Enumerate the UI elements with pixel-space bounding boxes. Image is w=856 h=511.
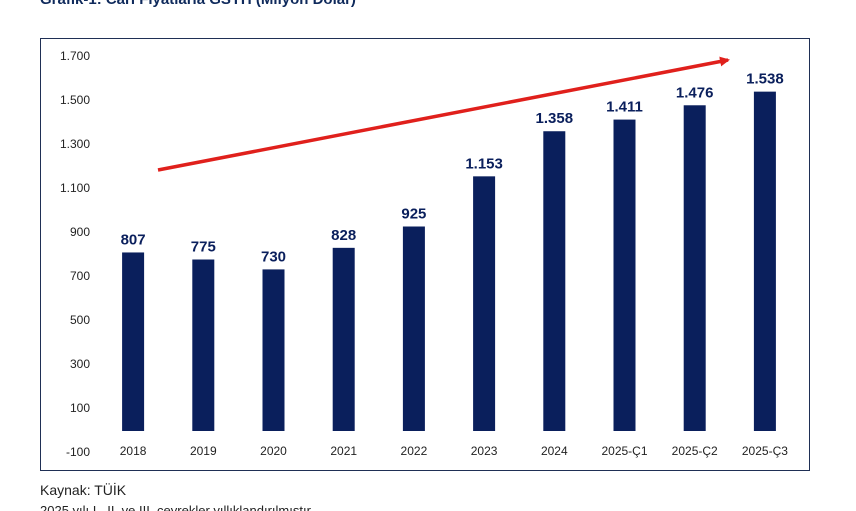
source-note: Kaynak: TÜİK	[40, 482, 127, 498]
y-tick-label: 500	[70, 313, 90, 327]
x-tick-label: 2025-Ç2	[672, 444, 718, 458]
y-tick-label: 300	[70, 357, 90, 371]
bar-value-label: 828	[331, 227, 356, 244]
y-tick-label: 1.100	[60, 181, 90, 195]
y-tick-label: 100	[70, 401, 90, 415]
y-tick-label: 1.300	[60, 137, 90, 151]
x-tick-label: 2018	[120, 444, 147, 458]
bar	[122, 252, 145, 431]
bar-value-label: 775	[191, 239, 216, 256]
y-tick-label: 1.700	[60, 49, 90, 63]
x-tick-label: 2024	[541, 444, 568, 458]
x-tick-label: 2023	[471, 444, 498, 458]
x-tick-label: 2025-Ç3	[742, 444, 788, 458]
bar	[192, 259, 215, 431]
trend-arrow	[157, 56, 730, 172]
bar	[473, 176, 496, 431]
x-tick-label: 2019	[190, 444, 217, 458]
bar-value-label: 925	[401, 206, 426, 223]
y-tick-label: 900	[70, 225, 90, 239]
x-tick-label: 2025-Ç1	[601, 444, 647, 458]
bar-value-label: 1.538	[746, 71, 784, 88]
bar-value-label: 807	[121, 231, 146, 248]
chart-title: Grafik-1: Cari Fiyatlarla GSYH (Milyon D…	[40, 0, 800, 8]
bar-value-label: 1.358	[536, 110, 574, 127]
footnote: 2025 yılı I., II. ve III. çeyrekler yıll…	[40, 503, 314, 511]
x-tick-label: 2020	[260, 444, 287, 458]
bar	[402, 226, 425, 431]
x-tick-label: 2021	[330, 444, 357, 458]
bar-value-label: 1.411	[606, 99, 643, 116]
bar-value-label: 730	[261, 248, 286, 265]
chart-frame	[40, 38, 810, 471]
bar-value-label: 1.153	[465, 155, 503, 172]
bar-value-label: 1.476	[676, 84, 714, 101]
y-tick-label: -100	[66, 445, 90, 459]
bar	[543, 131, 566, 432]
bar	[683, 105, 706, 431]
bar	[332, 247, 355, 431]
bar	[262, 269, 285, 431]
bar	[753, 91, 776, 431]
x-tick-label: 2022	[401, 444, 428, 458]
y-tick-label: 1.500	[60, 93, 90, 107]
bar	[613, 119, 636, 431]
y-tick-label: 700	[70, 269, 90, 283]
